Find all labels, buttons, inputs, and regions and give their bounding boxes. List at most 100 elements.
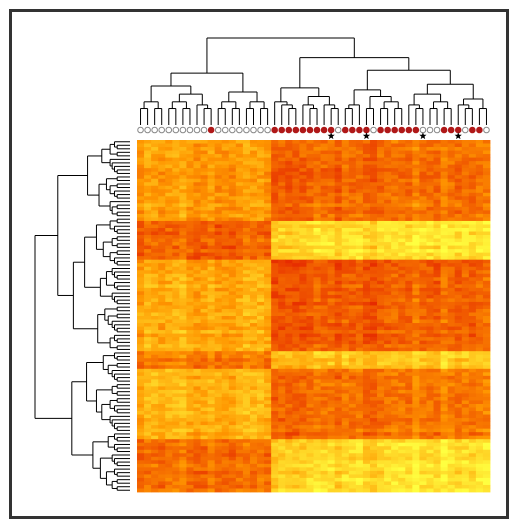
heatmap-cell [426, 333, 434, 338]
heatmap-cell [228, 224, 237, 229]
heatmap-cell [468, 217, 477, 222]
heatmap-cell [454, 354, 463, 359]
heatmap-cell [482, 199, 491, 204]
heatmap-cell [384, 273, 392, 278]
heatmap-cell [292, 140, 300, 144]
heatmap-cell [426, 308, 434, 313]
heatmap-cell [355, 460, 364, 465]
heatmap-cell [405, 140, 413, 144]
heatmap-cell [440, 312, 449, 317]
heatmap-cell [362, 238, 371, 243]
heatmap-cell [348, 358, 357, 363]
heatmap-cell [391, 446, 399, 451]
heatmap-cell [433, 147, 441, 151]
heatmap-cell [165, 220, 173, 225]
heatmap-cell [278, 372, 286, 377]
heatmap-cell [461, 344, 470, 349]
heatmap-cell [405, 312, 413, 317]
heatmap-cell [144, 425, 152, 430]
heatmap-cell [271, 185, 279, 190]
heatmap-cell [391, 217, 399, 222]
heatmap-cell [306, 386, 314, 391]
heatmap-cell [313, 178, 321, 183]
heatmap-cell [468, 326, 477, 331]
heatmap-cell [271, 242, 279, 246]
heatmap-cell [334, 189, 343, 194]
heatmap-cell [137, 291, 145, 296]
heatmap-cell [369, 326, 378, 331]
heatmap-cell [377, 206, 385, 211]
heatmap-cell [355, 442, 364, 447]
heatmap-cell [200, 189, 208, 194]
heatmap-cell [348, 185, 357, 190]
heatmap-cell [292, 203, 300, 208]
heatmap-cell [144, 252, 152, 257]
heatmap-cell [172, 340, 180, 345]
heatmap-cell [235, 217, 244, 222]
heatmap-cell [341, 344, 350, 349]
heatmap-cell [193, 323, 201, 327]
heatmap-cell [144, 333, 152, 338]
heatmap-cell [454, 414, 463, 419]
heatmap-cell [271, 442, 279, 447]
heatmap-cell [384, 396, 392, 401]
heatmap-cell [193, 404, 201, 408]
heatmap-cell [299, 460, 307, 465]
heatmap-cell [285, 432, 293, 437]
heatmap-cell [200, 474, 208, 479]
heatmap-cell [320, 446, 329, 451]
heatmap-cell [412, 379, 420, 384]
heatmap-cell [482, 228, 491, 232]
heatmap-cell [468, 280, 477, 285]
heatmap-cell [257, 488, 265, 493]
heatmap-cell [271, 280, 279, 285]
heatmap-cell [193, 287, 201, 292]
heatmap-cell [165, 481, 173, 486]
heatmap-cell [299, 488, 307, 493]
heatmap-cell [440, 411, 449, 415]
heatmap-cell [355, 298, 364, 303]
heatmap-cell [158, 467, 166, 472]
heatmap-cell [151, 238, 159, 243]
heatmap-cell [355, 446, 364, 451]
heatmap-cell [341, 337, 350, 342]
heatmap-cell [242, 460, 251, 465]
heatmap-cell [468, 220, 477, 225]
heatmap-cell [398, 294, 406, 299]
heatmap-cell [285, 400, 293, 405]
heatmap-cell [292, 147, 300, 151]
heatmap-cell [228, 396, 237, 401]
heatmap-cell [158, 185, 166, 190]
heatmap-cell [249, 196, 258, 201]
heatmap-cell [398, 404, 406, 408]
heatmap-cell [292, 316, 300, 320]
heatmap-cell [278, 294, 286, 299]
heatmap-cell [235, 453, 244, 458]
heatmap-cell [369, 467, 378, 472]
heatmap-cell [165, 213, 173, 218]
heatmap-cell [299, 270, 307, 275]
heatmap-cell [369, 140, 378, 144]
heatmap-cell [144, 280, 152, 285]
heatmap-cell [200, 256, 208, 261]
heatmap-cell [447, 312, 456, 317]
heatmap-cell [426, 449, 434, 454]
heatmap-cell [306, 368, 314, 373]
heatmap-cell [355, 354, 364, 359]
heatmap-cell [313, 379, 321, 384]
heatmap-cell [249, 287, 258, 292]
heatmap-cell [151, 249, 159, 254]
heatmap-cell [214, 284, 223, 289]
heatmap-cell [348, 411, 357, 415]
heatmap-cell [468, 340, 477, 345]
heatmap-cell [475, 182, 484, 187]
heatmap-cell [461, 266, 470, 271]
heatmap-cell [179, 393, 187, 398]
heatmap-cell [313, 484, 321, 489]
heatmap-cell [221, 157, 230, 162]
heatmap-cell [214, 418, 223, 422]
heatmap-cell [377, 277, 385, 282]
heatmap-cell [285, 140, 293, 144]
heatmap-cell [412, 189, 420, 194]
heatmap-cell [433, 474, 441, 479]
